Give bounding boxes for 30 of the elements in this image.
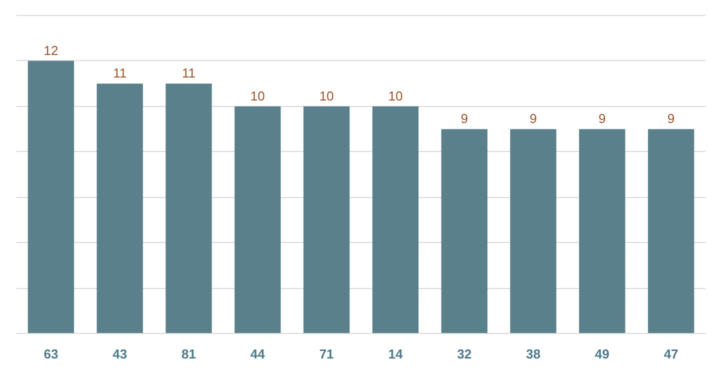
x-tick-label: 43 [112, 346, 128, 362]
x-tick-label: 38 [526, 346, 540, 362]
x-tick-label: 47 [664, 346, 678, 362]
data-label: 12 [44, 42, 58, 58]
x-tick-label: 63 [44, 346, 58, 362]
data-label: 11 [182, 66, 196, 81]
x-tick-label: 49 [594, 346, 610, 362]
data-label: 10 [250, 88, 265, 104]
x-tick-label: 44 [250, 346, 266, 362]
x-tick-label: 81 [182, 346, 196, 362]
bar [234, 106, 281, 334]
data-label: 11 [113, 66, 127, 81]
x-tick-label: 14 [388, 346, 404, 362]
bar [303, 106, 350, 334]
data-label: 10 [319, 88, 334, 104]
bar [441, 129, 488, 334]
bar [166, 84, 212, 334]
data-label: 9 [598, 111, 606, 126]
bar [648, 129, 694, 334]
bar [510, 129, 556, 334]
bar [96, 84, 143, 334]
data-label: 9 [460, 111, 468, 126]
x-tick-label: 71 [319, 346, 334, 362]
data-label: 9 [530, 111, 537, 126]
data-label: 10 [388, 88, 403, 104]
x-tick-label: 32 [457, 346, 472, 362]
bar [372, 106, 419, 334]
bar [579, 129, 626, 334]
data-label: 9 [667, 111, 675, 126]
bar [28, 60, 74, 334]
